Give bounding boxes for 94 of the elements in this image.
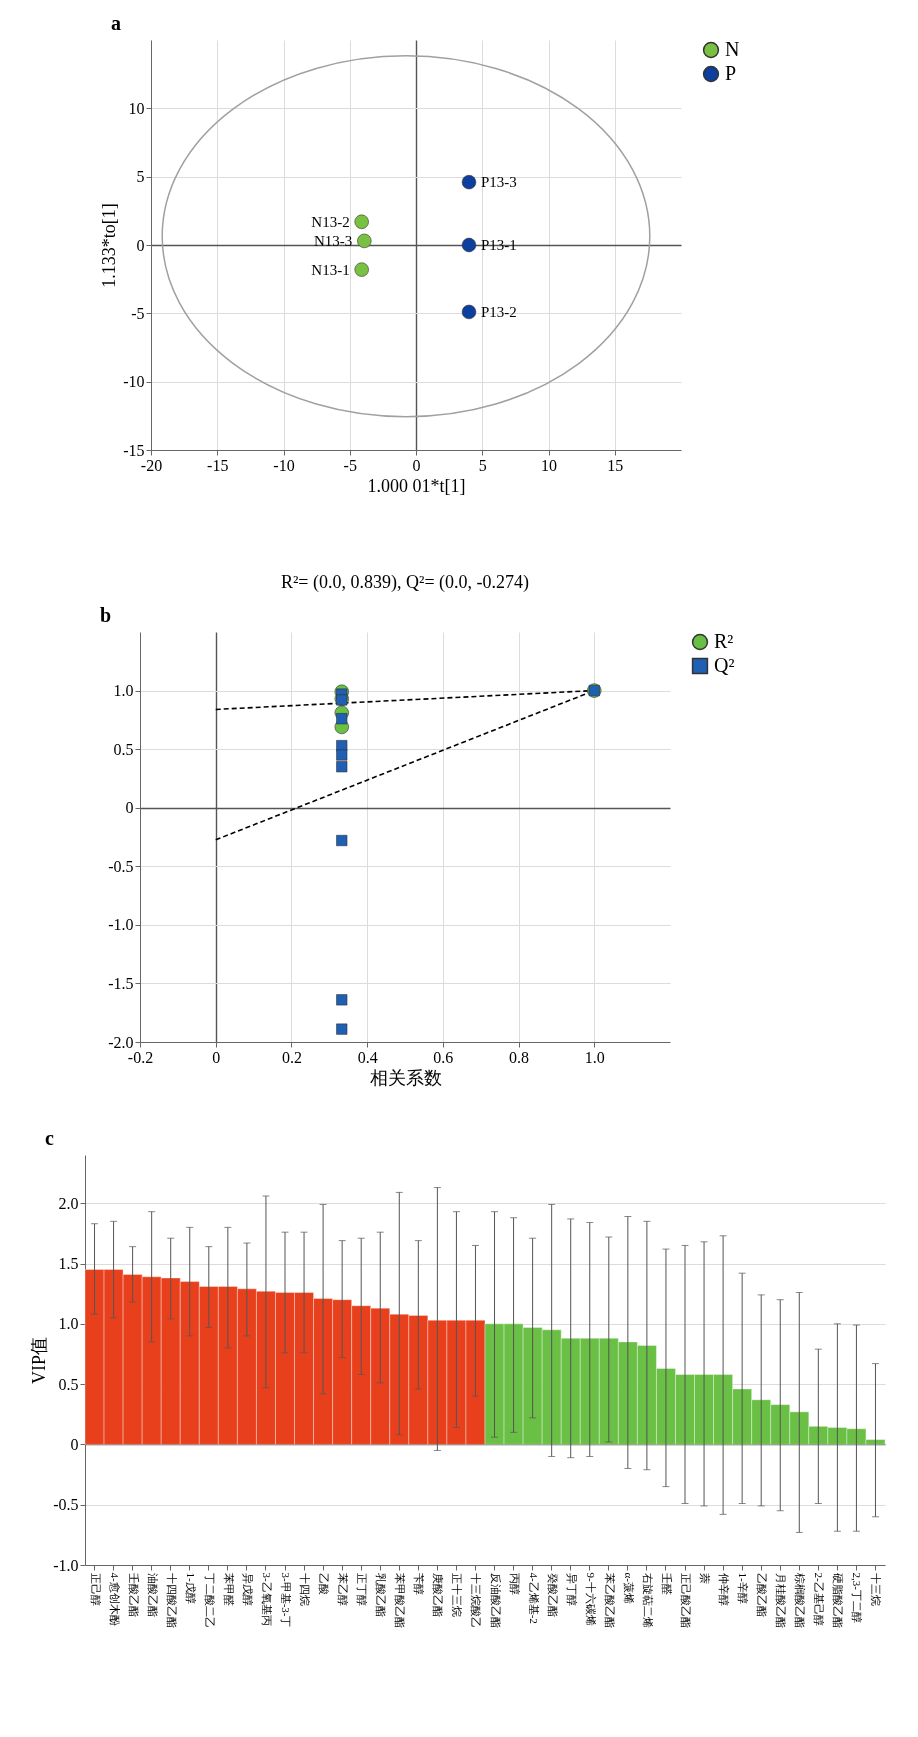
x-tick-label: 10 <box>541 456 557 474</box>
y-tick-label: -10 <box>123 373 145 391</box>
x-tick-label: 苯乙酸乙酯 <box>603 1572 616 1628</box>
x-tick-label: 苯甲酸乙酯 <box>394 1572 407 1628</box>
x-tick-label: 萘 <box>699 1572 712 1584</box>
y-tick-label: 1.5 <box>58 1255 79 1273</box>
x-tick-label: 苄醇 <box>413 1572 426 1595</box>
x-axis-title: 1.000 01*t[1] <box>367 475 466 496</box>
annotation: N13-2 <box>311 213 350 230</box>
x-tick-label: 乙酸 <box>318 1572 331 1595</box>
y-axis-title: 1.133*to[1] <box>99 203 120 288</box>
x-tick-label: 0.6 <box>433 1048 454 1066</box>
y-tick-label: 0 <box>136 236 145 254</box>
x-tick-label: 丙醇 <box>508 1572 521 1595</box>
y-tick-label: -2.0 <box>108 1033 134 1051</box>
x-tick-label: 1-戊醇 <box>184 1572 197 1604</box>
x-tick-label: 2-乙基己醇 <box>813 1572 826 1626</box>
x-tick-label: 0 <box>412 456 421 474</box>
y-tick-label: 0.5 <box>113 740 134 758</box>
x-axis-title: 相关系数 <box>369 1067 442 1088</box>
y-tick-label: -1.5 <box>108 974 134 992</box>
x-tick-label: 正己醇 <box>89 1572 102 1606</box>
x-tick-label: 异丁醇 <box>565 1572 578 1606</box>
x-tick-label: -20 <box>140 456 163 474</box>
x-tick-label: 十四烷 <box>299 1572 312 1606</box>
x-tick-label: 2,3-丁二醇 <box>851 1572 864 1623</box>
x-tick-label: -10 <box>273 456 295 474</box>
x-tick-label: 棕榈酸乙酯 <box>794 1572 807 1628</box>
y-tick-label: 0 <box>70 1435 79 1453</box>
legend-label: N <box>725 38 740 60</box>
x-tick-label: 苯甲醛 <box>222 1572 235 1606</box>
x-tick-label: 十三烷 <box>870 1572 883 1606</box>
x-tick-label: 15 <box>607 456 624 474</box>
x-tick-label: 仲辛醇 <box>718 1572 731 1606</box>
y-axis-title: VIP值 <box>29 1336 50 1385</box>
annotation: N13-3 <box>314 232 353 249</box>
x-tick-label: 正丁醇 <box>356 1572 369 1606</box>
x-tick-label: 9-十六碳烯 <box>584 1572 597 1626</box>
x-tick-label: 0.4 <box>357 1048 378 1066</box>
x-tick-label: 十三烷酸乙 <box>470 1572 483 1628</box>
x-tick-label: 5 <box>478 456 487 474</box>
x-tick-label: 反油酸乙酯 <box>489 1572 502 1628</box>
x-tick-label: 乙酸乙酯 <box>756 1572 769 1617</box>
x-tick-label: 1.0 <box>584 1048 605 1066</box>
y-tick-label: 1.0 <box>113 682 134 700</box>
x-tick-label: 4-愈创木酚 <box>108 1572 121 1626</box>
y-tick-label: 5 <box>136 168 145 186</box>
x-tick-label: 十四酸乙酯 <box>165 1572 178 1628</box>
y-tick-label: 0.5 <box>58 1375 79 1393</box>
x-tick-label: 壬醛 <box>660 1572 673 1595</box>
x-tick-label: 1-辛醇 <box>737 1572 750 1604</box>
x-tick-label: 乳酸乙酯 <box>375 1572 388 1617</box>
legend-label: P <box>725 62 737 84</box>
annotation: P13-3 <box>481 174 517 191</box>
x-tick-label: 0 <box>212 1048 221 1066</box>
text: c <box>45 1127 54 1149</box>
y-tick-label: -0.5 <box>108 857 134 875</box>
legend-label: R² <box>714 630 734 652</box>
y-tick-label: -0.5 <box>53 1496 79 1514</box>
x-tick-label: 壬酸乙酯 <box>127 1572 140 1617</box>
y-tick-label: -1.0 <box>53 1556 79 1574</box>
y-tick-label: -15 <box>123 441 145 459</box>
x-tick-label: -0.2 <box>127 1048 154 1066</box>
x-tick-label: 油酸乙酯 <box>146 1572 159 1617</box>
y-tick-label: -1.0 <box>108 916 134 934</box>
y-tick-label: 10 <box>128 99 145 117</box>
x-tick-label: 0.8 <box>509 1048 530 1066</box>
y-tick-label: -5 <box>131 304 145 322</box>
x-tick-label: 正十三烷 <box>451 1572 464 1617</box>
x-tick-label: 0.2 <box>281 1048 302 1066</box>
x-tick-label: 右旋萜二烯 <box>641 1572 654 1628</box>
x-tick-label: 丁二酸二乙 <box>203 1572 216 1628</box>
x-tick-label: 癸酸乙酯 <box>546 1572 559 1617</box>
x-tick-label: 3-乙氧基丙 <box>260 1572 273 1626</box>
x-tick-label: 3-甲基-3-丁 <box>280 1572 292 1628</box>
x-tick-label: 4-乙烯基-2 <box>527 1572 540 1624</box>
x-tick-label: 异戊醇 <box>241 1572 254 1606</box>
y-tick-label: 0 <box>125 799 134 817</box>
x-tick-label: 月桂酸乙酯 <box>775 1572 788 1628</box>
annotation: N13-1 <box>311 261 350 278</box>
text: b <box>100 604 112 626</box>
x-tick-label: 硬脂酸乙酯 <box>832 1572 845 1628</box>
x-tick-label: 正己酸乙酯 <box>680 1572 692 1628</box>
text: a <box>111 12 121 34</box>
legend-label: Q² <box>714 654 735 676</box>
x-tick-label: -15 <box>207 456 229 474</box>
y-tick-label: 2.0 <box>58 1194 79 1212</box>
x-tick-label: α-蒎烯 <box>622 1572 635 1604</box>
chart-title: R²= (0.0, 0.839), Q²= (0.0, -0.274) <box>280 572 530 593</box>
x-tick-label: 庚酸乙酯 <box>432 1572 445 1617</box>
x-tick-label: 苯乙醇 <box>337 1572 350 1606</box>
x-tick-label: -5 <box>343 456 357 474</box>
annotation: P13-2 <box>481 303 517 320</box>
y-tick-label: 1.0 <box>58 1315 79 1333</box>
